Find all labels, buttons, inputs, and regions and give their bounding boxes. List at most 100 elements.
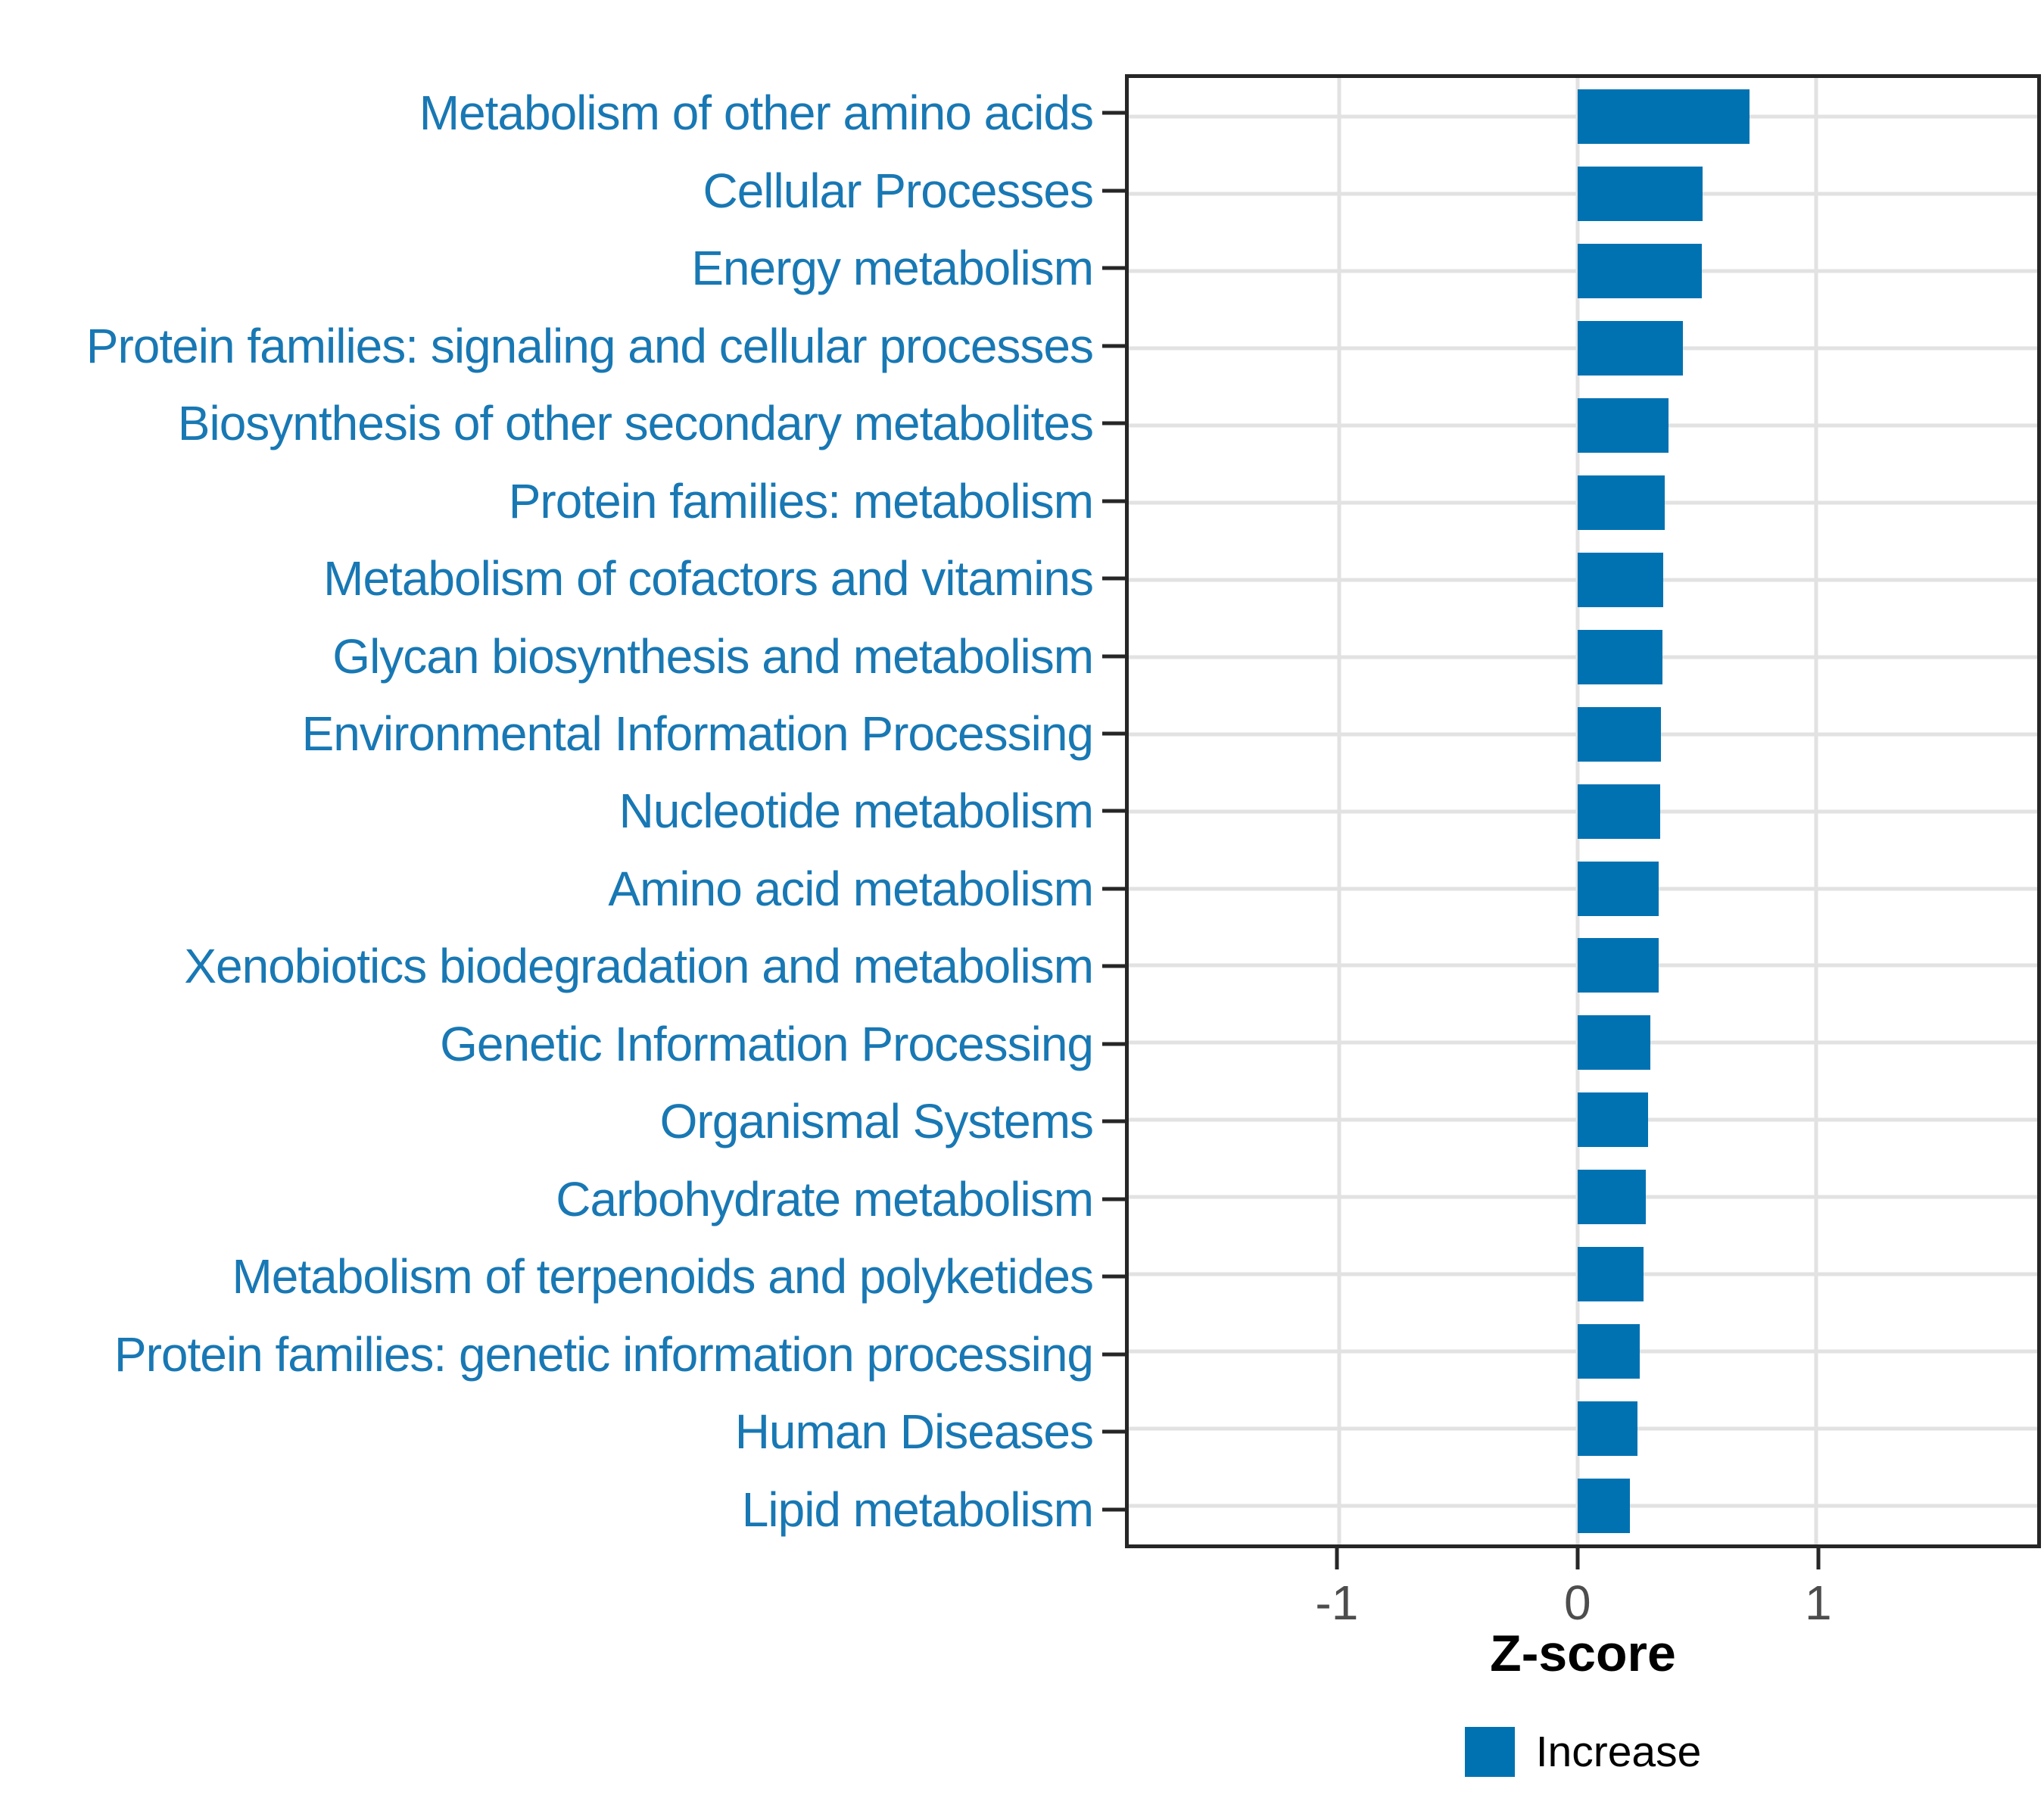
x-axis-tick-label: 1 [1805, 1575, 1832, 1630]
y-axis-label: Genetic Information Processing [440, 1016, 1094, 1071]
y-axis-label-row: Energy metabolism [0, 229, 1094, 307]
bar-row [1129, 619, 2037, 696]
y-axis-tick [1102, 1274, 1125, 1279]
y-axis-label: Metabolism of cofactors and vitamins [323, 551, 1094, 606]
x-axis-tick [1816, 1548, 1821, 1569]
bar-increase [1577, 397, 1669, 453]
y-axis-tick [1102, 499, 1125, 503]
y-axis-tick [1102, 887, 1125, 891]
bar-increase [1577, 861, 1659, 916]
y-axis-label: Organismal Systems [659, 1094, 1094, 1149]
bar-row [1129, 541, 2037, 619]
x-axis-tick [1335, 1548, 1339, 1569]
bar-increase [1577, 1170, 1646, 1225]
bar-row [1129, 1236, 2037, 1313]
y-axis-tick [1102, 576, 1125, 581]
bar-row [1129, 464, 2037, 541]
y-axis-label-row: Protein families: signaling and cellular… [0, 307, 1094, 384]
y-axis-label: Glycan biosynthesis and metabolism [332, 628, 1094, 684]
y-axis-label: Protein families: metabolism [508, 473, 1094, 528]
y-axis-tick-row [1102, 462, 1125, 539]
y-axis-tick [1102, 1119, 1125, 1124]
x-axis-tick-label: -1 [1315, 1575, 1359, 1630]
y-axis-label-row: Xenobiotics biodegradation and metabolis… [0, 927, 1094, 1005]
y-axis-labels: Metabolism of other amino acids Cellular … [0, 74, 1094, 1548]
bar-row [1129, 850, 2037, 927]
y-axis-label: Lipid metabolism [741, 1482, 1094, 1537]
bar-increase [1577, 552, 1664, 607]
y-axis-tick-row [1102, 1083, 1125, 1160]
y-axis-label: Cellular Processes [703, 163, 1094, 218]
bar-row [1129, 1390, 2037, 1467]
y-axis-tick [1102, 731, 1125, 736]
y-axis-label-row: Genetic Information Processing [0, 1005, 1094, 1083]
bar-increase [1577, 243, 1702, 298]
y-axis-tick [1102, 111, 1125, 115]
y-axis-tick-row [1102, 1393, 1125, 1470]
y-axis-label-row: Glycan biosynthesis and metabolism [0, 617, 1094, 694]
y-axis-label: Protein families: signaling and cellular… [86, 318, 1094, 373]
x-axis: -1 0 1 [1125, 1548, 2041, 1669]
bar-row [1129, 1158, 2037, 1236]
y-axis-label: Energy metabolism [691, 241, 1094, 296]
y-axis-tick-row [1102, 385, 1125, 462]
y-axis-tick-row [1102, 772, 1125, 849]
y-axis-label-row: Protein families: genetic information pr… [0, 1316, 1094, 1393]
x-axis-title: Z-score [1490, 1625, 1676, 1682]
y-axis-tick [1102, 964, 1125, 968]
bar-increase [1577, 706, 1662, 762]
bar-increase [1577, 784, 1660, 839]
bar-row [1129, 387, 2037, 464]
y-axis-label-row: Human Diseases [0, 1393, 1094, 1470]
y-axis-tick [1102, 1042, 1125, 1046]
y-axis-label-row: Carbohydrate metabolism [0, 1161, 1094, 1238]
y-axis-label-row: Metabolism of cofactors and vitamins [0, 540, 1094, 617]
legend: Increase [1125, 1725, 2041, 1779]
y-axis-tick [1102, 344, 1125, 348]
y-axis-tick-row [1102, 229, 1125, 307]
y-axis-tick [1102, 421, 1125, 425]
legend-label: Increase [1535, 1727, 1702, 1776]
y-axis-label-row: Metabolism of other amino acids [0, 74, 1094, 151]
x-axis-tick [1575, 1548, 1580, 1569]
y-axis-label: Human Diseases [734, 1404, 1094, 1460]
y-axis-label: Environmental Information Processing [301, 706, 1094, 761]
y-axis-tick-row [1102, 695, 1125, 772]
bar-increase [1577, 1092, 1648, 1148]
y-axis-tick-row [1102, 1238, 1125, 1315]
y-axis-tick-row [1102, 617, 1125, 694]
y-axis-tick [1102, 1507, 1125, 1512]
y-axis-tick [1102, 1197, 1125, 1201]
y-axis-label-row: Nucleotide metabolism [0, 772, 1094, 849]
bar-increase [1577, 320, 1683, 376]
y-axis-label: Carbohydrate metabolism [556, 1171, 1094, 1226]
y-axis-tick [1102, 189, 1125, 193]
bar-increase [1577, 629, 1662, 684]
bar-row [1129, 927, 2037, 1004]
bar-increase [1577, 1324, 1640, 1379]
y-axis-tick-row [1102, 307, 1125, 384]
y-axis-label-row: Organismal Systems [0, 1083, 1094, 1160]
y-axis-tick-row [1102, 74, 1125, 151]
y-axis-tick-row [1102, 1161, 1125, 1238]
y-axis-label: Amino acid metabolism [608, 861, 1094, 916]
bar-row [1129, 1467, 2037, 1544]
bar-row [1129, 696, 2037, 773]
y-axis-label: Metabolism of terpenoids and polyketides [232, 1249, 1094, 1304]
y-axis-tick [1102, 654, 1125, 659]
y-axis-tick-row [1102, 850, 1125, 927]
y-axis-tick-row [1102, 1316, 1125, 1393]
y-axis-tick-row [1102, 1005, 1125, 1083]
bar-rows [1129, 78, 2037, 1544]
bar-increase [1577, 166, 1703, 221]
bar-increase [1577, 475, 1665, 530]
legend-swatch-increase [1464, 1727, 1515, 1777]
bar-row [1129, 773, 2037, 850]
bar-row [1129, 232, 2037, 310]
bar-increase [1577, 1247, 1644, 1302]
bar-row [1129, 78, 2037, 155]
y-axis-label: Nucleotide metabolism [618, 784, 1094, 839]
bar-increase [1577, 89, 1750, 144]
y-axis-label-row: Cellular Processes [0, 151, 1094, 229]
